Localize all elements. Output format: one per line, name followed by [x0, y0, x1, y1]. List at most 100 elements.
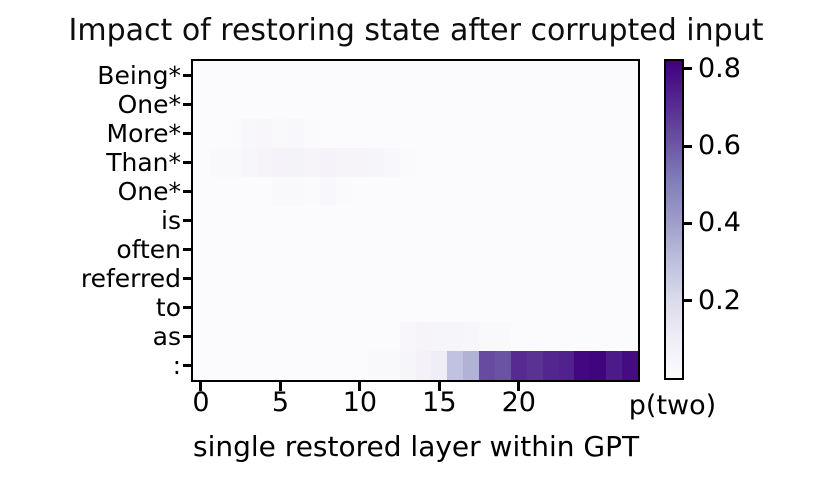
heatmap-cell — [479, 264, 496, 294]
heatmap-cell — [320, 206, 337, 236]
heatmap-cell — [606, 148, 623, 178]
heatmap-cell — [431, 351, 448, 381]
heatmap-cell — [447, 148, 464, 178]
heatmap-cell — [606, 351, 623, 381]
heatmap-cell — [574, 177, 591, 207]
heatmap-cell — [383, 293, 401, 323]
heatmap-cell — [320, 293, 337, 323]
heatmap-cell — [431, 119, 448, 149]
heatmap-cell — [383, 264, 401, 294]
heatmap-cell — [320, 351, 337, 381]
heatmap-cell — [304, 119, 321, 149]
y-tick-label: One* — [117, 90, 181, 119]
heatmap-cell — [272, 206, 289, 236]
colorbar-tick-mark — [684, 221, 692, 225]
heatmap-cell — [510, 148, 528, 178]
heatmap-cell — [367, 264, 385, 294]
heatmap-cell — [542, 322, 560, 352]
heatmap-cell — [463, 322, 480, 352]
heatmap-cell — [304, 264, 321, 294]
y-tick-label: as — [152, 322, 181, 351]
heatmap-cell — [606, 206, 623, 236]
heatmap-cell — [193, 177, 210, 207]
y-tick-mark — [183, 335, 191, 338]
heatmap-cell — [383, 235, 401, 265]
heatmap-cell — [193, 351, 210, 381]
heatmap-cell — [240, 235, 258, 265]
heatmap-cell — [622, 351, 639, 381]
y-tick-mark — [183, 277, 191, 280]
heatmap-cell — [558, 90, 575, 120]
heatmap-cell — [558, 119, 575, 149]
heatmap-cell — [542, 264, 560, 294]
heatmap-cell — [367, 206, 385, 236]
heatmap-cell — [193, 293, 210, 323]
y-tick-label: Than* — [106, 148, 181, 177]
heatmap-cell — [320, 235, 337, 265]
heatmap-cell — [336, 235, 353, 265]
heatmap-cell — [510, 61, 528, 91]
heatmap-cell — [351, 206, 369, 236]
heatmap-cell — [574, 235, 591, 265]
heatmap-cell — [399, 351, 416, 381]
heatmap-cell — [383, 61, 401, 91]
heatmap-cell — [272, 119, 289, 149]
heatmap-cell — [367, 61, 385, 91]
heatmap-cell — [415, 148, 432, 178]
heatmap-cell — [494, 119, 512, 149]
heatmap-cell — [415, 119, 432, 149]
heatmap-cell — [304, 148, 321, 178]
heatmap-cell — [288, 148, 305, 178]
heatmap-cell — [288, 264, 305, 294]
heatmap-cell — [351, 351, 369, 381]
heatmap-cell — [256, 351, 273, 381]
heatmap-cell — [193, 119, 210, 149]
heatmap-cell — [304, 351, 321, 381]
heatmap-cell — [367, 322, 385, 352]
y-tick-label: Being* — [97, 61, 181, 90]
heatmap-cell — [256, 206, 273, 236]
heatmap-cell — [590, 264, 607, 294]
heatmap-cell — [351, 90, 369, 120]
heatmap-cell — [479, 148, 496, 178]
heatmap-cell — [463, 148, 480, 178]
heatmap-cell — [367, 119, 385, 149]
heatmap-cell — [256, 293, 273, 323]
heatmap-cell — [383, 351, 401, 381]
heatmap-cell — [367, 351, 385, 381]
heatmap-cell — [304, 177, 321, 207]
heatmap-cell — [542, 61, 560, 91]
heatmap-cell — [574, 148, 591, 178]
heatmap-cell — [399, 264, 416, 294]
heatmap-cell — [272, 148, 289, 178]
heatmap-cell — [558, 61, 575, 91]
y-tick-label: to — [155, 293, 181, 322]
heatmap-cell — [415, 235, 432, 265]
heatmap-cell — [494, 235, 512, 265]
heatmap-cell — [479, 322, 496, 352]
heatmap-cell — [399, 148, 416, 178]
heatmap-cell — [272, 264, 289, 294]
heatmap-cell — [510, 264, 528, 294]
heatmap-cell — [494, 177, 512, 207]
heatmap-cell — [304, 322, 321, 352]
heatmap-cell — [240, 148, 258, 178]
heatmap-cell — [431, 235, 448, 265]
x-tick-mark — [437, 382, 441, 391]
heatmap-cell — [288, 119, 305, 149]
heatmap-cell — [622, 148, 639, 178]
heatmap-cell — [351, 148, 369, 178]
heatmap-cell — [447, 206, 464, 236]
heatmap-cell — [399, 293, 416, 323]
heatmap-cell — [479, 351, 496, 381]
heatmap-cell — [574, 61, 591, 91]
heatmap-cell — [399, 177, 416, 207]
heatmap-cell — [463, 177, 480, 207]
heatmap-cell — [415, 264, 432, 294]
heatmap-cell — [542, 90, 560, 120]
heatmap-cell — [526, 119, 544, 149]
heatmap-cell — [399, 206, 416, 236]
heatmap-cell — [574, 206, 591, 236]
heatmap-cell — [590, 148, 607, 178]
